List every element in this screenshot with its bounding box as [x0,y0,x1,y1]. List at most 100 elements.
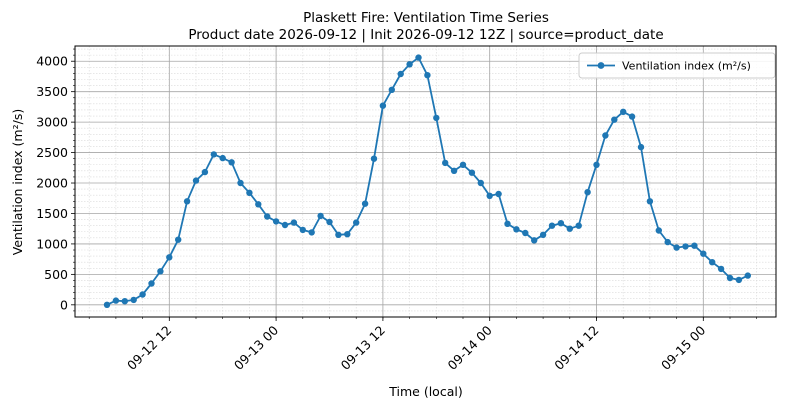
data-point [139,291,146,298]
data-point [717,265,725,273]
data-point [353,219,360,226]
data-point [219,154,226,162]
data-point [735,276,743,284]
y-tick-label: 1000 [36,236,68,251]
data-point [531,237,538,244]
x-tick-label: 09-12 12 [124,323,174,373]
data-point [450,167,458,174]
data-point [495,190,502,198]
data-point [700,250,707,257]
x-axis-label: Time (local) [388,384,462,399]
y-tick-label: 1500 [36,206,68,221]
series-line-group [106,56,749,306]
legend: Ventilation index (m²/s) [578,52,776,79]
data-point [664,238,671,246]
chart-subtitle: Product date 2026-09-12 | Init 2026-09-1… [188,27,663,43]
data-point [442,159,449,167]
y-tick-label: 4000 [36,54,68,69]
data-point [557,220,565,227]
data-point [246,189,253,196]
y-tick-label: 500 [44,267,68,282]
plot-frame [74,45,777,318]
data-point [326,218,333,226]
data-point [593,161,600,168]
legend-marker-swatch [597,62,605,69]
data-point [726,274,734,282]
data-point [361,200,369,207]
data-point [637,143,645,151]
data-point [121,298,128,305]
data-point [183,198,191,205]
data-point [691,242,698,249]
data-point [148,280,155,287]
major-grid [75,46,776,317]
data-point [237,179,244,187]
data-point [548,222,556,229]
data-point [406,61,413,68]
data-point [308,229,315,236]
data-point [486,192,493,199]
y-axis-label: Ventilation index (m²/s) [10,109,25,255]
data-point [335,231,342,238]
series-points-group [103,54,751,308]
y-tick-label: 2000 [36,176,68,191]
data-point [620,108,627,116]
data-point [673,244,680,251]
data-point [646,198,654,205]
data-point [317,212,324,220]
data-point [255,201,262,208]
data-point [459,161,467,168]
chart-title: Plaskett Fire: Ventilation Time Series [303,10,549,26]
data-point [709,259,716,266]
data-point [344,231,351,238]
data-point [157,268,164,275]
data-point [397,70,404,78]
data-point [379,102,387,109]
series-line [106,56,749,306]
data-point [522,229,529,237]
x-tick-label: 09-15 00 [658,322,708,372]
data-point [290,219,298,226]
x-tick-label: 09-14 00 [444,322,494,372]
x-tick-label: 09-14 12 [551,323,601,373]
legend-box [578,52,776,79]
x-axis: 09-12 12 09-13 00 09-13 12 09-14 00 09-14 12… [88,317,758,373]
data-point [584,189,591,196]
legend-entry-label: Ventilation index (m²/s) [622,60,751,73]
data-point [575,222,582,229]
data-point [192,177,200,184]
data-point [264,213,271,220]
data-point [201,168,209,176]
data-point [228,159,235,166]
data-point [272,218,280,225]
data-point [504,220,511,227]
data-point [415,54,422,61]
data-point [611,116,618,123]
y-tick-label: 2500 [36,145,68,160]
data-point [628,113,636,120]
data-point [424,72,431,79]
data-point [468,169,476,176]
data-point [513,226,520,233]
y-tick-label: 3500 [36,84,68,99]
data-point [539,231,547,238]
y-tick-label: 0 [60,297,68,312]
data-point [112,297,120,304]
data-point [130,296,137,304]
data-point [433,114,440,122]
y-tick-label: 3000 [36,115,68,130]
data-point [682,243,689,250]
minor-grid [75,46,776,317]
data-point [602,132,609,139]
data-point [281,221,289,229]
data-point [744,272,751,279]
x-tick-label: 09-13 00 [231,322,281,372]
data-point [299,226,306,234]
data-point [388,86,395,94]
data-point [103,301,111,308]
data-point [175,236,182,243]
data-point [477,179,484,187]
y-axis: 0 500 1000 1500 2000 2500 3000 3500 4000 [36,48,75,312]
data-point [370,155,378,162]
